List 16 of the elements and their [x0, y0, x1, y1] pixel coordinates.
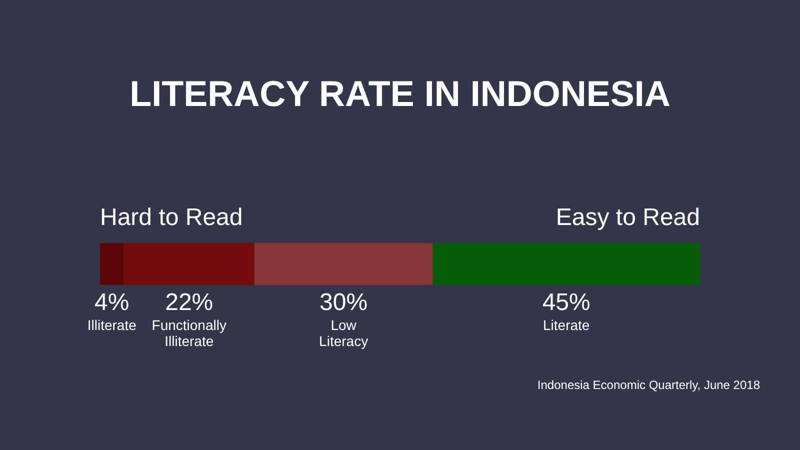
bar — [254, 243, 433, 285]
text: Indonesia Economic Quarterly, June 2018 — [537, 378, 760, 392]
text: Easy to Read — [556, 204, 700, 231]
text: Functionally Illiterate — [152, 317, 226, 349]
data-label: 4% — [94, 289, 130, 316]
data-label: 22% — [165, 289, 214, 316]
text: Low Literacy — [319, 317, 368, 349]
data-label: 45% — [542, 289, 590, 316]
chart-title: LITERACY RATE IN INDONESIA — [130, 73, 670, 114]
text: Illiterate — [87, 317, 137, 333]
bar — [124, 243, 254, 285]
data-label: 30% — [320, 289, 368, 316]
text: Hard to Read — [100, 204, 243, 231]
bar — [100, 243, 124, 285]
text: Literate — [542, 317, 590, 333]
bar — [432, 243, 700, 285]
